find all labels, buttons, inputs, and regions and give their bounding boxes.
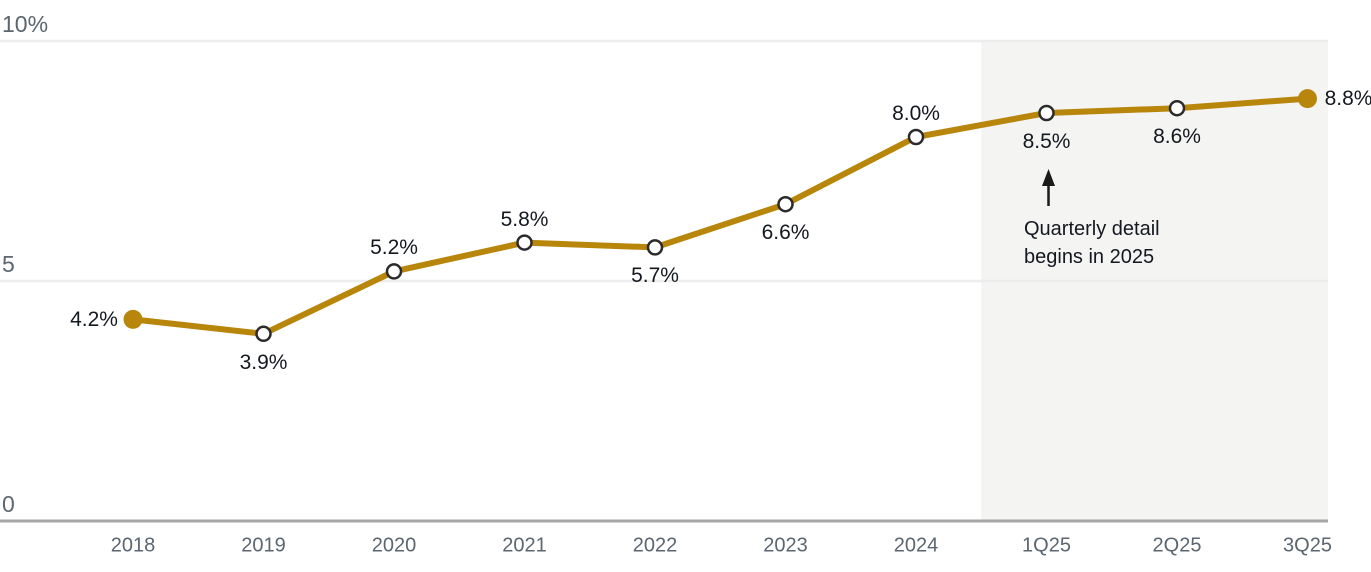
data-point-label: 6.6% [761,221,810,245]
y-tick-label: 10% [2,11,49,37]
data-point-marker [907,128,925,146]
x-tick-label: 2Q25 [1152,534,1202,557]
data-point-label: 8.8% [1324,86,1371,110]
annotation-note: Quarterly detail begins in 2025 [1024,215,1160,271]
data-point-marker [1298,89,1317,109]
y-tick-label: 5 [2,251,15,277]
data-point-marker [1038,104,1055,122]
annotation-line-2: begins in 2025 [1024,246,1155,268]
series-line [130,95,1311,337]
data-point-label: 5.2% [370,236,418,260]
x-tick-label: 2019 [241,534,286,557]
y-tick-label: 0 [2,491,15,517]
data-point-marker [255,325,272,343]
data-point-label: 5.7% [631,264,679,288]
data-point-label: 4.2% [70,308,118,332]
data-point-marker [516,234,533,251]
data-point-label: 3.9% [239,350,288,374]
data-point-label: 8.5% [1022,130,1071,153]
data-point-marker [123,309,143,329]
data-point-label: 5.8% [500,207,549,231]
x-tick-label: 2022 [632,534,678,557]
x-tick-label: 2023 [763,534,808,557]
data-point-marker [385,263,403,280]
x-tick-label: 2021 [502,534,547,557]
x-tick-label: 2018 [110,534,156,557]
data-point-marker [646,239,664,256]
annotation-line-1: Quarterly detail [1024,218,1160,240]
x-tick-label: 3Q25 [1283,534,1332,557]
data-point-label: 8.0% [892,102,940,125]
data-point-marker [1168,99,1186,117]
data-point-label: 8.6% [1153,125,1201,149]
x-tick-label: 2024 [893,534,939,557]
annotation-arrow-icon [1042,169,1055,186]
x-tick-label: 2020 [371,534,417,557]
x-tick-label: 1Q25 [1022,534,1071,557]
data-point-marker [777,195,794,213]
